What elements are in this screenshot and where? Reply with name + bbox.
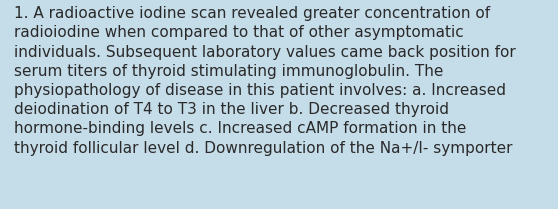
Text: 1. A radioactive iodine scan revealed greater concentration of
radioiodine when : 1. A radioactive iodine scan revealed gr…	[14, 6, 516, 156]
